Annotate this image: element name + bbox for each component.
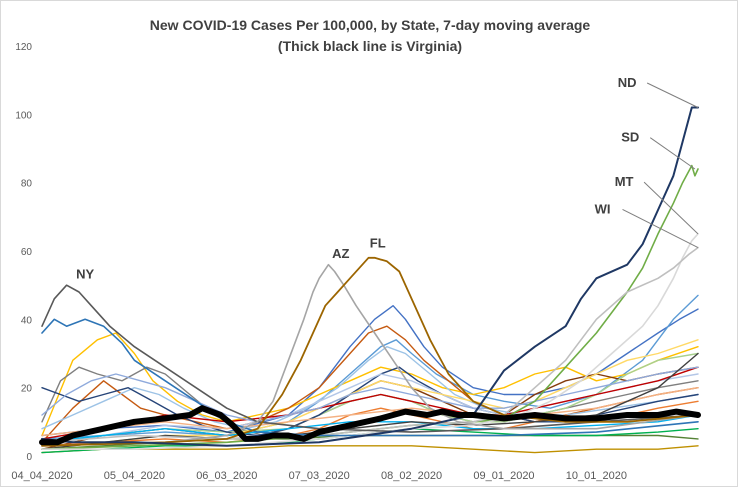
series-line — [41, 366, 699, 423]
series-line — [39, 405, 701, 446]
annotation-label: NY — [76, 266, 94, 281]
y-tick-label: 100 — [15, 110, 32, 121]
series-line — [41, 387, 699, 437]
x-tick-label: 05_04_2020 — [104, 470, 165, 482]
x-tick-label: 08_02_2020 — [381, 470, 442, 482]
annotation-leader-line — [622, 208, 699, 249]
y-tick-label: 40 — [21, 315, 33, 326]
y-tick-label: 0 — [26, 452, 32, 463]
series-line — [41, 318, 699, 437]
series-line — [41, 106, 699, 447]
annotation-leader-line — [649, 137, 696, 170]
x-tick-label: 07_03_2020 — [289, 470, 350, 482]
annotation-label: WI — [595, 201, 611, 216]
series-line — [41, 414, 699, 443]
series-line — [41, 284, 699, 433]
annotation-label: MT — [615, 174, 634, 189]
series-line — [41, 233, 699, 450]
annotation-label: AZ — [332, 246, 349, 261]
x-tick-label: 09_01_2020 — [473, 470, 534, 482]
y-tick-label: 80 — [21, 179, 33, 190]
annotation-leader-line — [646, 82, 699, 108]
y-tick-label: 20 — [21, 384, 33, 395]
series-line — [41, 339, 699, 450]
annotation-leader-line — [643, 181, 699, 235]
series-line — [41, 263, 699, 447]
annotation-label: SD — [621, 130, 639, 145]
series-line — [41, 256, 699, 447]
chart-subtitle: (Thick black line is Virginia) — [277, 38, 463, 54]
y-tick-label: 60 — [21, 247, 33, 258]
x-tick-label: 04_04_2020 — [11, 470, 72, 482]
series-line — [41, 332, 699, 437]
x-tick-label: 06_03_2020 — [196, 470, 257, 482]
annotation-label: FL — [370, 236, 386, 251]
y-tick-label: 120 — [15, 42, 32, 53]
x-tick-label: 10_01_2020 — [566, 470, 627, 482]
chart-title: New COVID-19 Cases Per 100,000, by State… — [149, 17, 591, 33]
series-line — [41, 352, 699, 443]
annotation-label: ND — [618, 75, 637, 90]
